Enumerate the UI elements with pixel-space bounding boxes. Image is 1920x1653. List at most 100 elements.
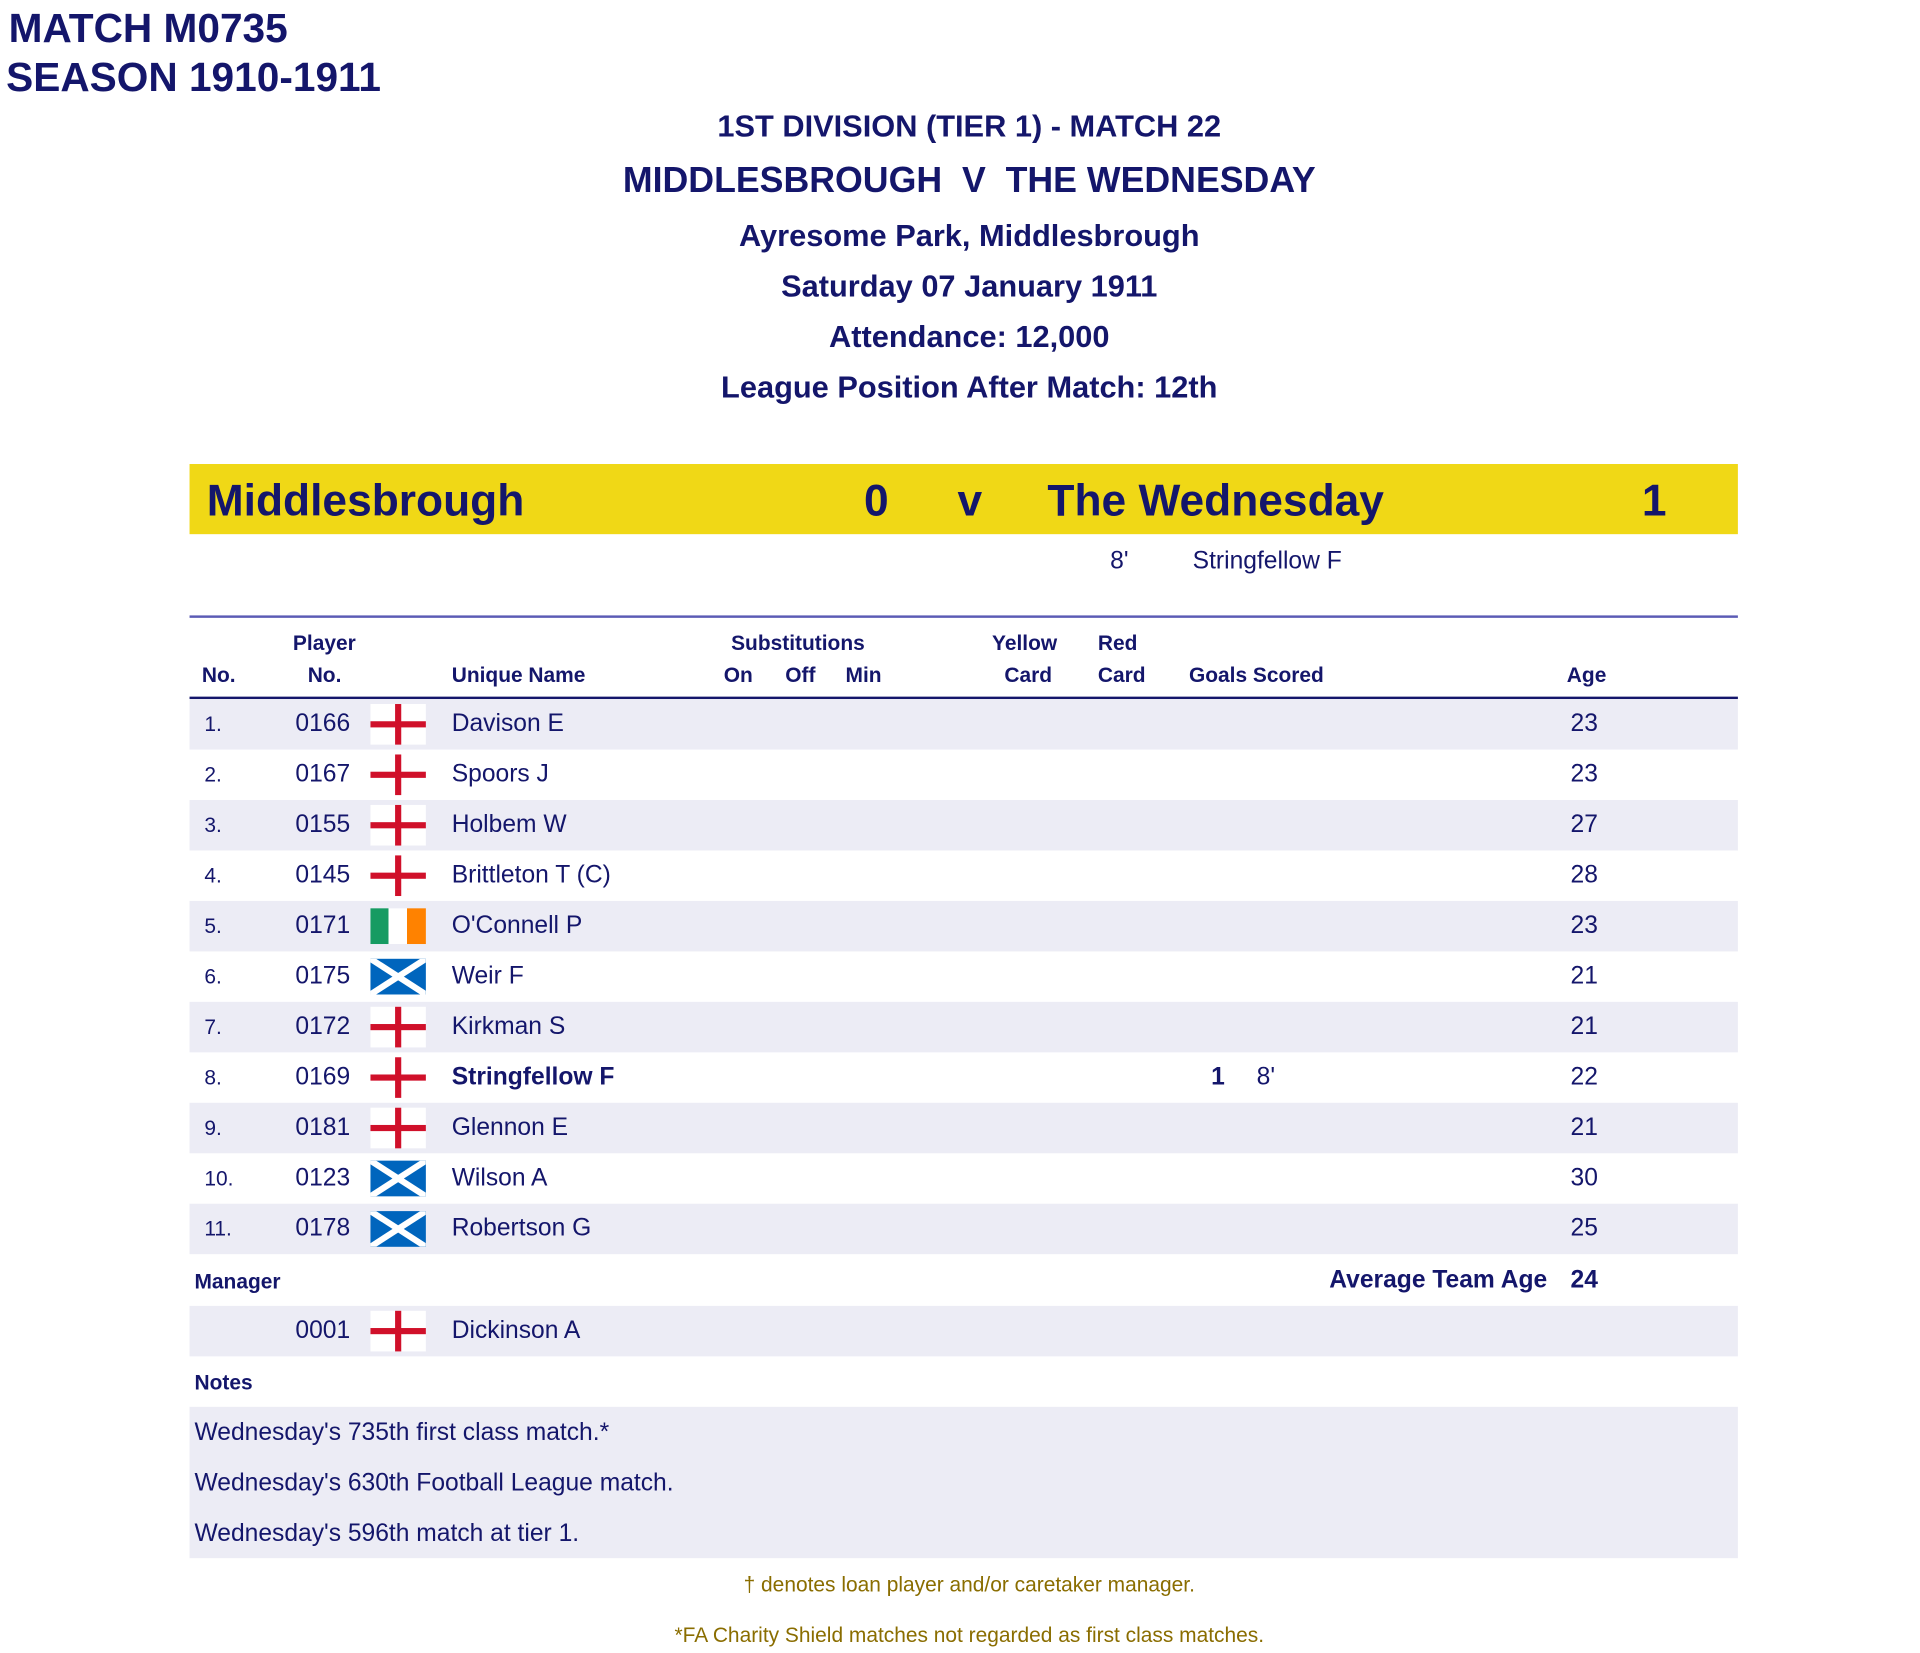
footnote-loan: † denotes loan player and/or caretaker m… (743, 1572, 1195, 1597)
venue: Ayresome Park, Middlesbrough (738, 219, 1200, 254)
note: Wednesday's 630th Football League match. (194, 1469, 674, 1497)
player-age: 21 (1570, 1113, 1598, 1141)
player-number: 0123 (295, 1164, 351, 1192)
divider (189, 615, 1738, 618)
manager-label: Manager (194, 1270, 281, 1294)
col-yellow: Yellow (992, 631, 1058, 655)
england-flag-icon (370, 804, 426, 846)
player-name: Brittleton T (C) (451, 861, 611, 889)
col-no: No. (201, 663, 236, 687)
row-number: 3. (204, 813, 222, 837)
ireland-flag-icon (370, 908, 426, 945)
footnote-charity-shield: *FA Charity Shield matches not regarded … (674, 1623, 1265, 1647)
season: SEASON 1910-1911 (6, 54, 381, 100)
player-age: 28 (1570, 861, 1598, 889)
notes-box: Wednesday's 735th first class match.* We… (189, 1406, 1738, 1559)
player-name: Weir F (451, 962, 524, 990)
player-name: Spoors J (451, 760, 549, 788)
player-number: 0166 (295, 710, 351, 738)
player-name: Glennon E (451, 1113, 569, 1141)
player-number: 0171 (295, 912, 351, 940)
manager-player-no: 0001 (295, 1316, 351, 1345)
player-name: Stringfellow F (451, 1063, 615, 1091)
scorer-minute: 8' (1110, 547, 1129, 575)
row-number: 1. (204, 712, 222, 737)
note: Wednesday's 735th first class match.* (194, 1419, 610, 1447)
player-name: Davison E (451, 710, 564, 738)
score-band: Middlesbrough 0 v The Wednesday 1 (189, 464, 1738, 535)
col-goals: Goals Scored (1188, 663, 1324, 687)
player-row: 1. 0166 Davison E 23 (189, 699, 1738, 750)
player-number: 0181 (295, 1113, 351, 1141)
home-team: Middlesbrough (206, 475, 525, 526)
england-flag-icon (370, 855, 426, 897)
england-flag-icon (370, 1006, 426, 1048)
england-flag-icon (370, 1057, 426, 1098)
england-flag-icon (370, 704, 426, 745)
away-team: The Wednesday (1047, 475, 1384, 526)
player-row: 11. 0178 Robertson G 25 (189, 1203, 1738, 1255)
col-off: Off (785, 663, 816, 687)
england-flag-icon (370, 1107, 426, 1149)
player-row: 9. 0181 Glennon E 21 (189, 1102, 1738, 1154)
competition: 1ST DIVISION (TIER 1) - MATCH 22 (717, 109, 1222, 145)
player-age: 23 (1570, 710, 1598, 738)
col-player-no: No. (307, 663, 342, 687)
col-yellow-card: Card (1004, 663, 1053, 687)
average-age-value: 24 (1570, 1266, 1598, 1294)
player-number: 0155 (295, 811, 351, 839)
row-number: 8. (204, 1065, 222, 1090)
note: Wednesday's 596th match at tier 1. (194, 1520, 580, 1548)
header-rule (189, 696, 1738, 700)
player-row: 8. 0169 Stringfellow F 1 8' 22 (190, 1052, 1738, 1102)
date: Saturday 07 January 1911 (781, 269, 1158, 305)
col-age: Age (1566, 663, 1607, 687)
player-row: 2. 0167 Spoors J 23 (190, 750, 1738, 800)
away-score: 1 (1641, 475, 1667, 526)
player-number: 0169 (295, 1063, 351, 1091)
league-position: League Position After Match: 12th (721, 370, 1218, 405)
player-name: Robertson G (451, 1214, 592, 1242)
manager-row: 0001 Dickinson A (189, 1305, 1738, 1357)
scorer-name: Stringfellow F (1192, 547, 1342, 575)
goal-minute: 8' (1256, 1063, 1276, 1091)
match-id: MATCH M0735 (8, 4, 288, 51)
row-number: 10. (204, 1166, 234, 1191)
col-substitutions: Substitutions (731, 631, 865, 655)
england-flag-icon (370, 754, 426, 796)
player-row: 4. 0145 Brittleton T (C) 28 (190, 850, 1738, 900)
player-row: 5. 0171 O'Connell P 23 (189, 900, 1738, 952)
goals-count: 1 (1211, 1063, 1225, 1091)
player-age: 23 (1570, 912, 1598, 940)
player-row: 7. 0172 Kirkman S 21 (189, 1001, 1738, 1053)
row-number: 11. (204, 1217, 232, 1241)
player-number: 0178 (295, 1214, 351, 1242)
col-red-card: Card (1097, 663, 1146, 687)
row-number: 9. (204, 1116, 222, 1140)
notes-label: Notes (194, 1371, 253, 1395)
player-row: 6. 0175 Weir F 21 (190, 951, 1738, 1001)
player-number: 0145 (295, 861, 351, 889)
player-number: 0175 (295, 962, 351, 990)
scotland-flag-icon (370, 958, 426, 995)
row-number: 7. (204, 1015, 222, 1039)
player-row: 10. 0123 Wilson A 30 (190, 1153, 1738, 1203)
player-age: 27 (1570, 811, 1598, 839)
manager-name: Dickinson A (451, 1316, 581, 1345)
player-age: 23 (1570, 760, 1598, 788)
home-score: 0 (864, 475, 889, 526)
col-red: Red (1097, 631, 1138, 655)
attendance: Attendance: 12,000 (829, 320, 1110, 355)
scotland-flag-icon (370, 1160, 426, 1197)
player-name: Wilson A (451, 1164, 548, 1192)
player-age: 21 (1570, 962, 1598, 990)
player-row: 3. 0155 Holbem W 27 (189, 800, 1738, 851)
player-age: 30 (1570, 1164, 1598, 1192)
row-number: 2. (204, 763, 222, 787)
scotland-flag-icon (370, 1211, 426, 1247)
row-number: 5. (204, 914, 222, 938)
col-player: Player (292, 631, 356, 655)
player-number: 0172 (295, 1012, 351, 1041)
fixture-title: MIDDLESBROUGH V THE WEDNESDAY (622, 161, 1316, 201)
